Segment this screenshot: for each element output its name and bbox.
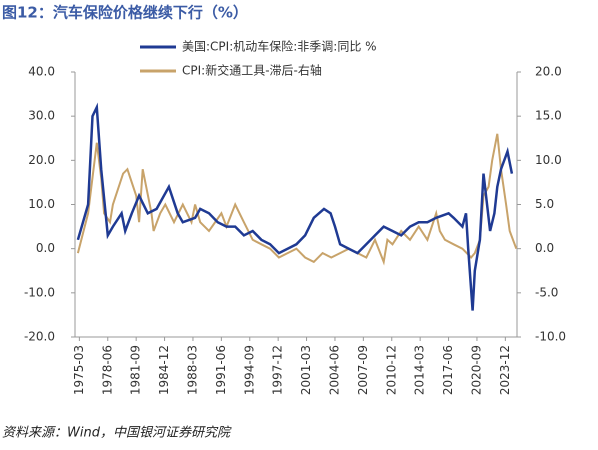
y2-tick-label: 5.0 xyxy=(535,197,554,211)
x-tick-label: 1988-03 xyxy=(185,345,199,395)
x-tick-label: 1994-09 xyxy=(242,345,256,395)
x-tick-label: 2020-09 xyxy=(469,345,483,395)
x-tick-label: 1991-06 xyxy=(214,345,228,395)
y-tick-label: 0.0 xyxy=(36,241,55,255)
x-tick-label: 1981-09 xyxy=(129,345,143,395)
series-line xyxy=(76,102,514,311)
y-tick-label: 20.0 xyxy=(28,153,55,167)
y-tick-label: 40.0 xyxy=(28,65,55,79)
x-tick-label: 2007-09 xyxy=(356,345,370,395)
x-tick-label: 2001-03 xyxy=(299,345,313,395)
series-line xyxy=(76,133,518,266)
legend-label: CPI:新交通工具-滞后-右轴 xyxy=(182,63,322,78)
y-tick-label: -10.0 xyxy=(24,285,55,299)
y2-tick-label: -5.0 xyxy=(535,285,558,299)
x-tick-label: 1984-12 xyxy=(157,345,171,395)
x-tick-label: 2010-12 xyxy=(384,345,398,395)
y2-tick-label: 0.0 xyxy=(535,241,554,255)
y-tick-label: 10.0 xyxy=(28,197,55,211)
y-tick-label: 30.0 xyxy=(28,109,55,123)
x-tick-label: 2014-03 xyxy=(413,345,427,395)
x-tick-label: 1997-12 xyxy=(271,345,285,395)
y2-tick-label: 10.0 xyxy=(535,153,562,167)
y2-tick-label: -10.0 xyxy=(535,330,566,344)
x-tick-label: 2023-12 xyxy=(498,345,512,395)
y2-tick-label: 15.0 xyxy=(535,109,562,123)
x-tick-label: 2017-06 xyxy=(441,345,455,395)
y2-tick-label: 20.0 xyxy=(535,65,562,79)
y-tick-label: -20.0 xyxy=(24,330,55,344)
chart-title: 图12：汽车保险价格继续下行（%） xyxy=(2,4,248,22)
legend-label: 美国:CPI:机动车保险:非季调:同比 % xyxy=(182,39,377,54)
x-tick-label: 1975-03 xyxy=(72,345,86,395)
x-tick-label: 1978-06 xyxy=(100,345,114,395)
source-note: 资料来源：Wind，中国银河证券研究院 xyxy=(2,425,232,441)
x-tick-label: 2004-06 xyxy=(327,345,341,395)
